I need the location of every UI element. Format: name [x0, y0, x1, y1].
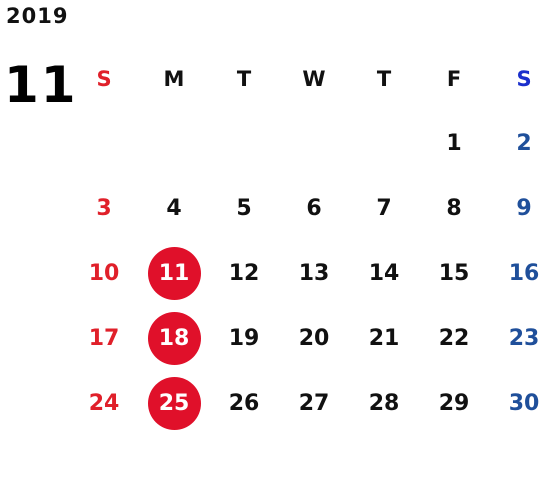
weekday-saturday: S — [516, 66, 532, 91]
weekday-sunday: S — [96, 66, 112, 91]
day-cell: 20 — [298, 326, 330, 351]
day-cell: 10 — [88, 261, 120, 286]
week-row: 24 25 26 27 28 29 30 — [69, 371, 548, 436]
day-cell: 23 — [508, 326, 540, 351]
day-cell — [349, 111, 419, 176]
weekday-wednesday: W — [302, 66, 326, 91]
day-cell: 21 — [368, 326, 400, 351]
day-cell: 9 — [516, 196, 532, 221]
day-cell: 7 — [376, 196, 392, 221]
week-row: 1 2 — [69, 111, 548, 176]
week-row: 3 4 5 6 7 8 9 — [69, 176, 548, 241]
weekday-monday: M — [163, 66, 185, 91]
weekday-header-row: S M T W T F S — [69, 46, 548, 111]
day-cell: 3 — [96, 196, 112, 221]
weekday-tuesday: T — [236, 66, 252, 91]
calendar-grid: S M T W T F S 1 2 3 4 5 6 7 8 9 10 11 12… — [69, 46, 548, 436]
day-cell: 13 — [298, 261, 330, 286]
week-row: 17 18 19 20 21 22 23 — [69, 306, 548, 371]
day-cell: 2 — [516, 131, 532, 156]
highlight-circle: 18 — [147, 312, 201, 365]
day-cell: 4 — [166, 196, 182, 221]
day-cell — [209, 111, 279, 176]
day-cell: 24 — [88, 391, 120, 416]
day-cell: 17 — [88, 326, 120, 351]
day-cell: 29 — [438, 391, 470, 416]
highlight-circle: 11 — [147, 247, 201, 300]
day-cell: 1 — [446, 131, 462, 156]
day-cell — [279, 111, 349, 176]
day-cell — [69, 111, 139, 176]
day-cell: 14 — [368, 261, 400, 286]
year-label: 2019 — [6, 4, 69, 28]
day-cell: 28 — [368, 391, 400, 416]
month-number: 11 — [4, 56, 78, 114]
week-row: 10 11 12 13 14 15 16 — [69, 241, 548, 306]
day-cell: 15 — [438, 261, 470, 286]
day-cell: 12 — [228, 261, 260, 286]
weekday-thursday: T — [376, 66, 392, 91]
weekday-friday: F — [446, 66, 462, 91]
highlight-circle: 25 — [147, 377, 201, 430]
day-cell: 27 — [298, 391, 330, 416]
day-cell: 26 — [228, 391, 260, 416]
day-cell: 22 — [438, 326, 470, 351]
day-cell: 5 — [236, 196, 252, 221]
day-cell-highlighted: 18 — [139, 306, 209, 371]
day-cell: 8 — [446, 196, 462, 221]
day-cell: 19 — [228, 326, 260, 351]
day-cell: 16 — [508, 261, 540, 286]
day-cell-highlighted: 25 — [139, 371, 209, 436]
day-cell: 30 — [508, 391, 540, 416]
day-cell-highlighted: 11 — [139, 241, 209, 306]
day-cell: 6 — [306, 196, 322, 221]
day-cell — [139, 111, 209, 176]
